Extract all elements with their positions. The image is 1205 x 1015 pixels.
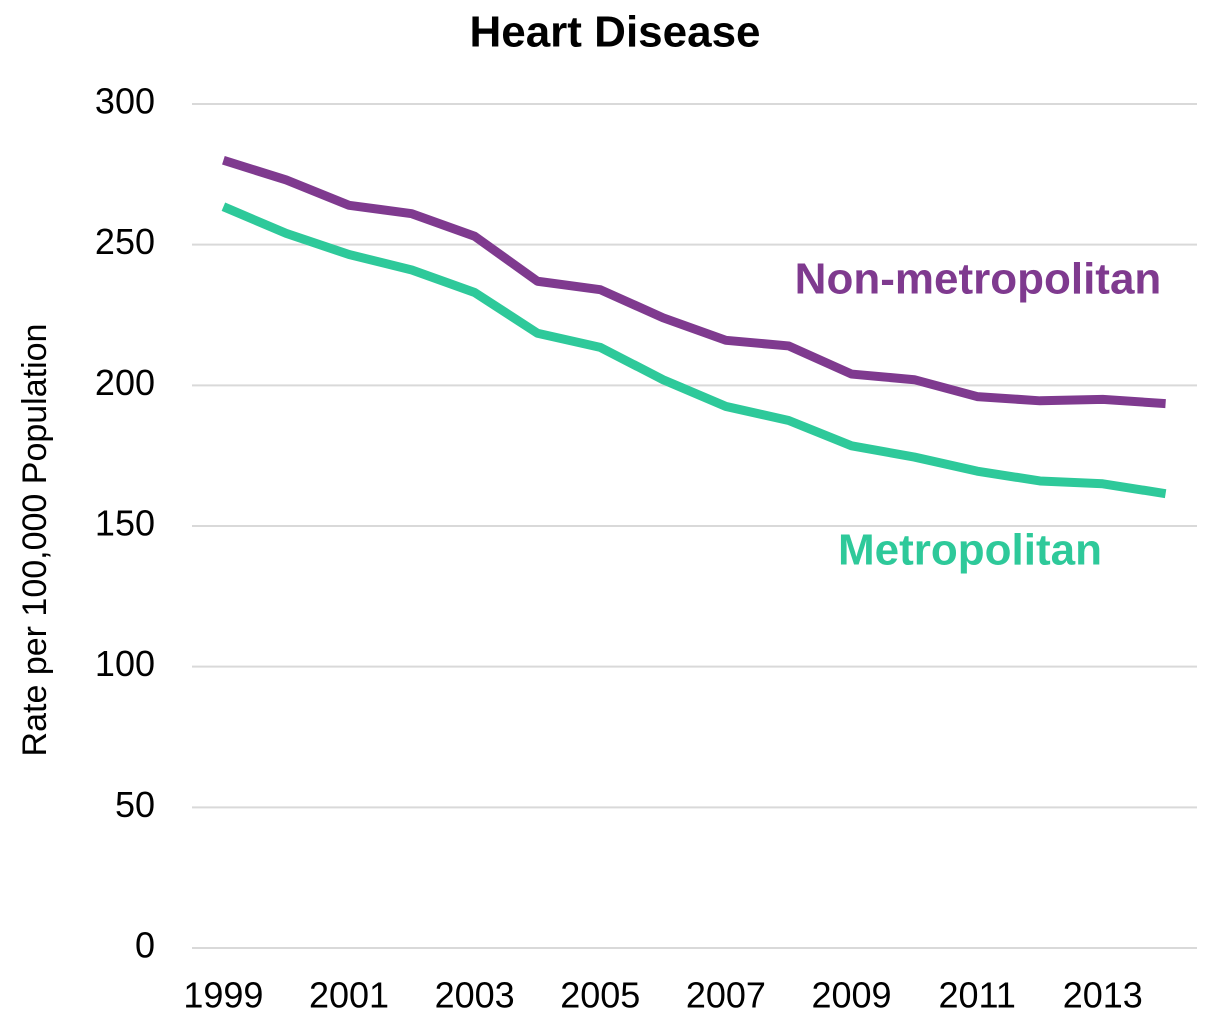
y-tick-label: 50	[115, 784, 155, 825]
series-label: Non-metropolitan	[795, 255, 1162, 304]
y-tick-label: 300	[95, 81, 155, 122]
y-tick-label: 200	[95, 362, 155, 403]
x-tick-label: 2007	[686, 975, 766, 1015]
y-tick-label: 150	[95, 503, 155, 544]
series-label: Metropolitan	[838, 526, 1102, 575]
x-tick-label: 2001	[309, 975, 389, 1015]
x-tick-label: 2013	[1063, 975, 1143, 1015]
series-line	[221, 202, 1167, 499]
y-tick-label: 100	[95, 643, 155, 684]
series-line	[222, 155, 1166, 409]
x-tick-label: 1999	[183, 975, 263, 1015]
x-tick-label: 2009	[811, 975, 891, 1015]
x-tick-label: 2005	[560, 975, 640, 1015]
x-tick-label: 2011	[938, 975, 1015, 1015]
x-tick-label: 2003	[435, 975, 515, 1015]
y-axis-label: Rate per 100,000 Population	[16, 324, 54, 757]
y-tick-label: 0	[135, 925, 155, 966]
y-tick-label: 250	[95, 221, 155, 262]
chart-title: Heart Disease	[469, 8, 760, 57]
